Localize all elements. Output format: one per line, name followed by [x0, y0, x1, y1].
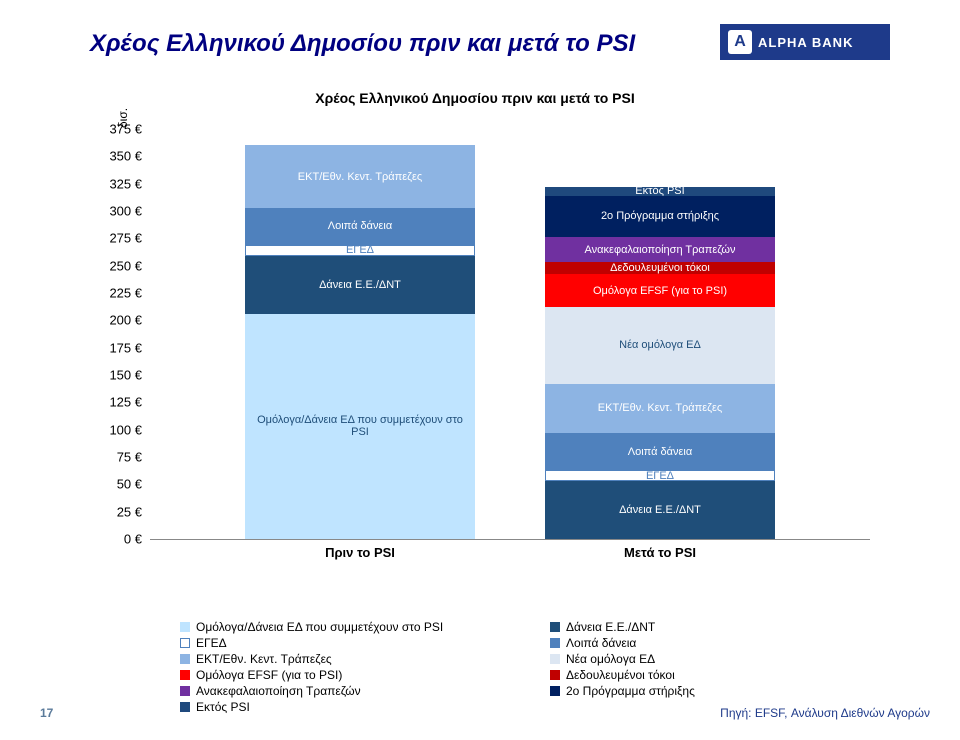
legend-item: Δεδουλευμένοι τόκοι — [550, 668, 880, 682]
bar-segment: Ανακεφαλαιοποίηση Τραπεζών — [545, 237, 775, 262]
x-label: Μετά το PSI — [545, 545, 775, 560]
y-tick: 375 € — [100, 122, 142, 137]
y-tick: 100 € — [100, 422, 142, 437]
legend-swatch — [550, 686, 560, 696]
legend-swatch — [550, 622, 560, 632]
bar-segment: 2ο Πρόγραμμα στήριξης — [545, 196, 775, 238]
chart-container: Χρέος Ελληνικού Δημοσίου πριν και μετά τ… — [60, 90, 890, 600]
chart-plot: 0 €25 €50 €75 €100 €125 €150 €175 €200 €… — [150, 130, 870, 540]
y-tick: 275 € — [100, 231, 142, 246]
y-tick: 150 € — [100, 368, 142, 383]
legend-label: Δεδουλευμένοι τόκοι — [566, 668, 675, 682]
legend-label: Ανακεφαλαιοποίηση Τραπεζών — [196, 684, 361, 698]
legend-item: Ομόλογα EFSF (για το PSI) — [180, 668, 510, 682]
bar-segment: Ομόλογα EFSF (για το PSI) — [545, 274, 775, 307]
legend-label: Ομόλογα EFSF (για το PSI) — [196, 668, 342, 682]
logo: A ALPHA BANK — [720, 24, 890, 60]
x-label: Πριν το PSI — [245, 545, 475, 560]
bar-segment: Εκτός PSI — [545, 187, 775, 196]
legend-item: 2ο Πρόγραμμα στήριξης — [550, 684, 880, 698]
legend-swatch — [180, 654, 190, 664]
y-tick: 25 € — [100, 504, 142, 519]
legend-item: ΕΓΕΔ — [180, 636, 510, 650]
bar-segment: ΕΓΕΔ — [245, 245, 475, 256]
legend-swatch — [550, 654, 560, 664]
bar-segment: Λοιπά δάνεια — [245, 208, 475, 245]
legend-item: ΕΚΤ/Εθν. Κεντ. Τράπεζες — [180, 652, 510, 666]
legend-label: ΕΚΤ/Εθν. Κεντ. Τράπεζες — [196, 652, 332, 666]
legend-item: Δάνεια Ε.Ε./ΔΝΤ — [550, 620, 880, 634]
legend-item: Λοιπά δάνεια — [550, 636, 880, 650]
legend-swatch — [180, 638, 190, 648]
legend-swatch — [180, 622, 190, 632]
bar-segment: Νέα ομόλογα ΕΔ — [545, 307, 775, 384]
y-tick: 50 € — [100, 477, 142, 492]
bar-segment: Δεδουλευμένοι τόκοι — [545, 262, 775, 274]
legend-swatch — [550, 670, 560, 680]
legend-label: Εκτός PSI — [196, 700, 250, 714]
legend-swatch — [180, 670, 190, 680]
bar-segment: Ομόλογα/Δάνεια ΕΔ που συμμετέχουν στο PS… — [245, 314, 475, 539]
y-tick: 300 € — [100, 204, 142, 219]
chart-legend: Ομόλογα/Δάνεια ΕΔ που συμμετέχουν στο PS… — [180, 620, 880, 714]
legend-label: 2ο Πρόγραμμα στήριξης — [566, 684, 695, 698]
source-label: Πηγή: EFSF, Ανάλυση Διεθνών Αγορών — [720, 706, 930, 720]
legend-label: ΕΓΕΔ — [196, 636, 227, 650]
page-title: Χρέος Ελληνικού Δημοσίου πριν και μετά τ… — [90, 30, 635, 58]
legend-label: Ομόλογα/Δάνεια ΕΔ που συμμετέχουν στο PS… — [196, 620, 443, 634]
y-tick: 175 € — [100, 340, 142, 355]
y-tick: 125 € — [100, 395, 142, 410]
bar-segment: ΕΓΕΔ — [545, 470, 775, 481]
stacked-bar: Δάνεια Ε.Ε./ΔΝΤΕΓΕΔΛοιπά δάνειαΕΚΤ/Εθν. … — [545, 187, 775, 539]
legend-item: Νέα ομόλογα ΕΔ — [550, 652, 880, 666]
logo-text: ALPHA BANK — [758, 35, 853, 50]
alpha-logo-icon: A — [728, 30, 752, 54]
y-tick: 350 € — [100, 149, 142, 164]
legend-label: Νέα ομόλογα ΕΔ — [566, 652, 655, 666]
y-tick: 325 € — [100, 176, 142, 191]
legend-swatch — [550, 638, 560, 648]
legend-item: Ανακεφαλαιοποίηση Τραπεζών — [180, 684, 510, 698]
legend-label: Δάνεια Ε.Ε./ΔΝΤ — [566, 620, 655, 634]
legend-item: Ομόλογα/Δάνεια ΕΔ που συμμετέχουν στο PS… — [180, 620, 510, 634]
legend-swatch — [180, 702, 190, 712]
y-tick: 225 € — [100, 286, 142, 301]
legend-swatch — [180, 686, 190, 696]
chart-title: Χρέος Ελληνικού Δημοσίου πριν και μετά τ… — [60, 90, 890, 106]
page-number: 17 — [40, 706, 53, 720]
bar-segment: Λοιπά δάνεια — [545, 433, 775, 470]
bar-segment: ΕΚΤ/Εθν. Κεντ. Τράπεζες — [545, 384, 775, 433]
legend-item: Εκτός PSI — [180, 700, 510, 714]
y-tick: 0 € — [100, 532, 142, 547]
y-tick: 75 € — [100, 450, 142, 465]
bar-segment: ΕΚΤ/Εθν. Κεντ. Τράπεζες — [245, 145, 475, 207]
bar-segment: Δάνεια Ε.Ε./ΔΝΤ — [245, 256, 475, 314]
y-tick: 250 € — [100, 258, 142, 273]
stacked-bar: Ομόλογα/Δάνεια ΕΔ που συμμετέχουν στο PS… — [245, 145, 475, 539]
legend-label: Λοιπά δάνεια — [566, 636, 636, 650]
bar-segment: Δάνεια Ε.Ε./ΔΝΤ — [545, 481, 775, 539]
y-tick: 200 € — [100, 313, 142, 328]
